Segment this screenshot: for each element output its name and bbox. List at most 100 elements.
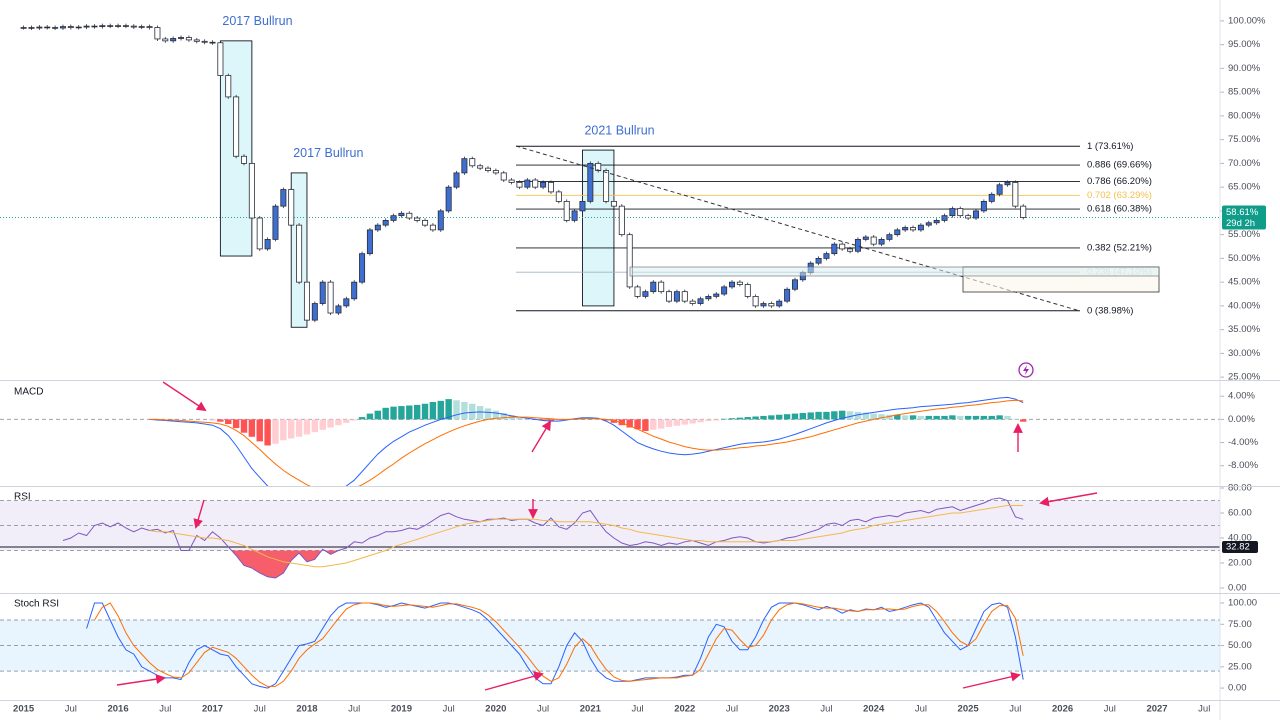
level-label: 32.82 xyxy=(1226,541,1250,552)
candle xyxy=(941,215,948,221)
x-tick-label: 2015 xyxy=(13,704,35,715)
candle xyxy=(453,172,460,188)
candle xyxy=(437,210,444,231)
x-tick-label: 2016 xyxy=(107,704,128,715)
histogram-bar xyxy=(366,413,374,420)
y-tick-label: 0.00 xyxy=(1228,583,1247,594)
y-tick-label: 80.00 xyxy=(1228,483,1252,494)
candle xyxy=(839,243,846,250)
candle xyxy=(1012,181,1019,207)
histogram-bar xyxy=(358,417,366,420)
histogram-bar xyxy=(461,402,468,420)
candle xyxy=(75,26,82,29)
histogram-bar xyxy=(1004,415,1011,420)
candle xyxy=(571,210,578,221)
candle xyxy=(233,96,240,157)
fib-label: 0.786 (66.20%) xyxy=(1087,176,1152,187)
candle xyxy=(201,40,208,43)
candle xyxy=(28,27,35,29)
histogram-bar xyxy=(838,410,846,420)
panel xyxy=(0,497,1220,579)
x-tick-label: Jul xyxy=(1009,704,1021,715)
x-tick-label: 2020 xyxy=(485,704,506,715)
histogram-bar xyxy=(681,419,688,425)
histogram-bar xyxy=(917,415,925,420)
indicator-line xyxy=(94,602,1024,687)
candle xyxy=(272,205,279,240)
candle xyxy=(209,41,216,44)
price-label: 58.61% xyxy=(1226,207,1259,218)
candle xyxy=(555,191,562,202)
candle xyxy=(351,281,358,300)
annotation: 2021 Bullrun xyxy=(584,123,654,137)
candle xyxy=(894,229,901,236)
histogram-bar xyxy=(610,419,618,423)
indicator-line xyxy=(62,497,1024,579)
histogram-bar xyxy=(980,415,988,420)
candle xyxy=(579,200,586,212)
x-tick-label: Jul xyxy=(537,704,549,715)
histogram-bar xyxy=(846,411,854,420)
histogram-bar xyxy=(791,413,799,420)
fib-label: 0.618 (60.38%) xyxy=(1087,204,1152,215)
histogram-bar xyxy=(240,419,248,433)
fib-label: 0.886 (69.66%) xyxy=(1087,160,1152,171)
candle xyxy=(547,181,554,193)
histogram-bar xyxy=(295,419,303,437)
candle xyxy=(933,219,940,224)
candle xyxy=(563,200,570,221)
candle xyxy=(744,284,751,297)
y-tick-label: 0.00% xyxy=(1228,414,1255,425)
histogram-bar xyxy=(894,414,901,420)
candle xyxy=(398,212,405,217)
candle xyxy=(20,27,27,29)
candle xyxy=(280,189,287,207)
x-tick-label: Jul xyxy=(443,704,455,715)
candle xyxy=(973,210,980,219)
candle xyxy=(681,291,688,302)
candle xyxy=(390,215,397,221)
x-tick-label: 2017 xyxy=(202,704,223,715)
histogram-bar xyxy=(815,411,822,420)
histogram-bar xyxy=(783,414,791,420)
candle xyxy=(91,25,98,28)
histogram-bar xyxy=(374,410,382,420)
candle xyxy=(469,158,476,167)
candle xyxy=(729,281,736,288)
histogram-bar xyxy=(831,411,838,420)
candle xyxy=(303,281,310,321)
candle xyxy=(178,37,185,39)
candle xyxy=(823,253,830,259)
candle xyxy=(524,179,531,188)
countdown: 29d 2h xyxy=(1226,218,1255,229)
x-tick-label: Jul xyxy=(1104,704,1116,715)
histogram-bar xyxy=(949,415,956,420)
x-tick-label: 2018 xyxy=(296,704,317,715)
x-tick-label: 2021 xyxy=(580,704,602,715)
indicator-line xyxy=(149,505,1024,568)
histogram-bar xyxy=(909,415,917,420)
histogram-bar xyxy=(941,415,948,420)
fib-label: 0 (38.98%) xyxy=(1087,305,1133,316)
candle xyxy=(461,158,468,174)
histogram-bar xyxy=(516,417,523,420)
candle xyxy=(484,167,491,171)
histogram-bar xyxy=(862,412,870,420)
arrow xyxy=(531,420,552,453)
histogram-bar xyxy=(445,399,452,420)
histogram-bar xyxy=(1020,419,1027,422)
x-tick-label: Jul xyxy=(254,704,266,715)
candle xyxy=(99,25,106,27)
candle xyxy=(508,179,515,183)
candle xyxy=(705,295,712,300)
candle xyxy=(67,26,74,28)
histogram-bar xyxy=(343,419,350,423)
candle xyxy=(122,25,129,27)
histogram-bar xyxy=(335,419,342,426)
x-tick-label: 2024 xyxy=(863,704,885,715)
candle xyxy=(760,303,767,307)
candle xyxy=(359,253,366,283)
candle xyxy=(288,189,295,226)
candle xyxy=(689,300,696,304)
